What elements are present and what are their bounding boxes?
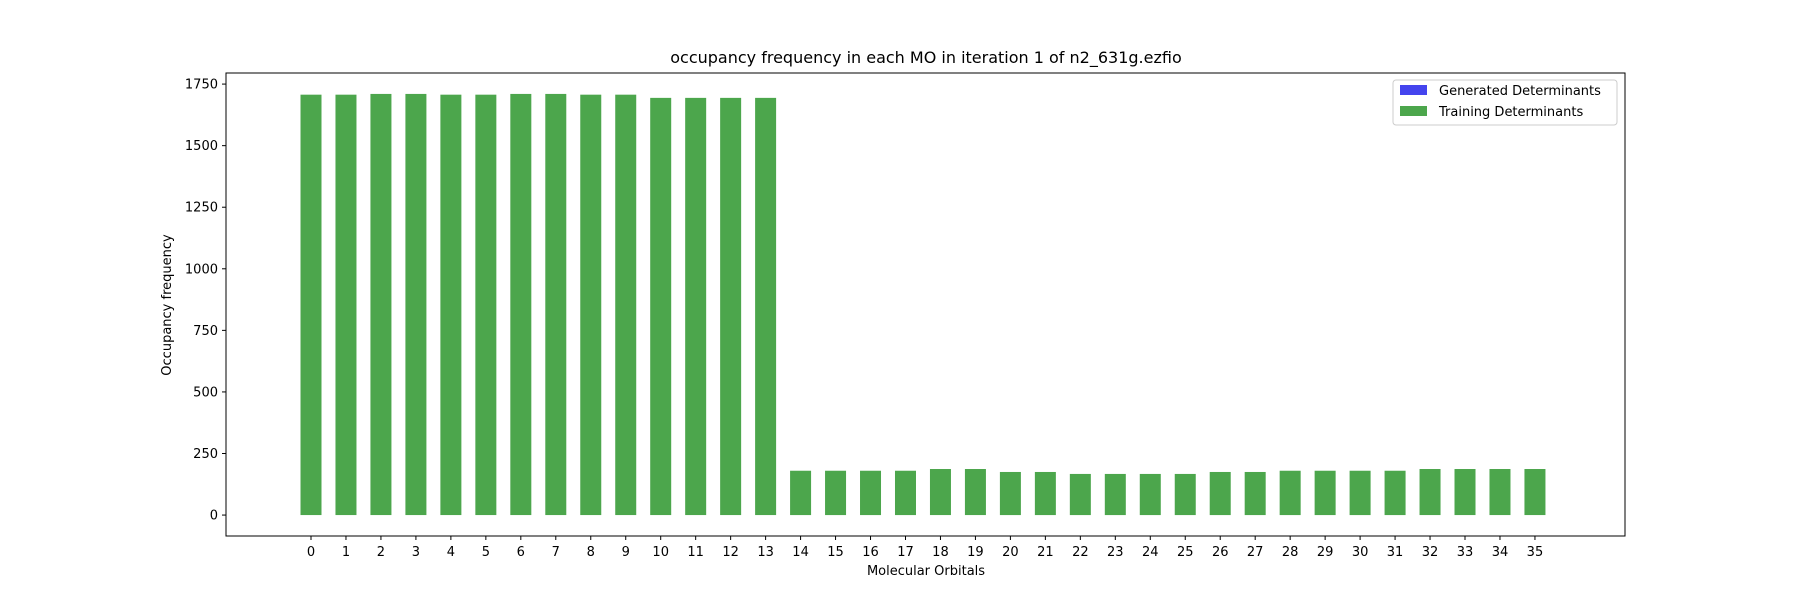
bar-training-15 <box>825 470 847 516</box>
bar-training-3 <box>405 93 427 516</box>
x-tick-label: 20 <box>1002 545 1019 560</box>
x-tick-label: 12 <box>722 545 739 560</box>
bar-training-22 <box>1069 473 1091 516</box>
legend-swatch-generated <box>1400 85 1427 95</box>
bar-training-32 <box>1419 469 1441 516</box>
x-tick-label: 23 <box>1107 545 1124 560</box>
x-tick-label: 1 <box>342 545 350 560</box>
x-tick-label: 34 <box>1492 545 1509 560</box>
x-tick-label: 6 <box>517 545 525 560</box>
bar-training-10 <box>650 97 672 516</box>
y-axis-ticks: 0 250 500 750 1000 1250 1500 1750 <box>185 78 226 524</box>
bar-training-24 <box>1139 473 1161 516</box>
bar-training-33 <box>1454 469 1476 516</box>
x-tick-label: 32 <box>1422 545 1439 560</box>
y-tick-label: 1250 <box>185 201 218 216</box>
x-tick-label: 29 <box>1317 545 1334 560</box>
x-tick-label: 14 <box>792 545 809 560</box>
x-tick-label: 11 <box>687 545 704 560</box>
x-tick-label: 4 <box>447 545 455 560</box>
y-tick-label: 1750 <box>185 78 218 93</box>
legend: Generated Determinants Training Determin… <box>1392 79 1618 126</box>
bar-training-31 <box>1384 470 1406 516</box>
legend-swatch-training <box>1400 106 1427 116</box>
x-tick-label: 3 <box>412 545 420 560</box>
y-tick-label: 750 <box>193 324 218 339</box>
y-tick-label: 1000 <box>185 262 218 277</box>
legend-label-generated: Generated Determinants <box>1439 84 1601 99</box>
bar-training-2 <box>370 93 392 516</box>
legend-frame <box>1392 79 1618 126</box>
x-tick-label: 10 <box>652 545 669 560</box>
bar-training-1 <box>335 94 357 516</box>
x-tick-label: 9 <box>622 545 630 560</box>
x-tick-label: 26 <box>1212 545 1229 560</box>
x-tick-label: 5 <box>482 545 490 560</box>
y-tick-label: 1500 <box>185 139 218 154</box>
x-tick-label: 2 <box>377 545 385 560</box>
bar-training-21 <box>1034 471 1056 516</box>
y-axis-label: Occupancy frequency <box>160 234 175 376</box>
bar-training-17 <box>894 470 916 516</box>
x-tick-label: 0 <box>307 545 315 560</box>
x-tick-label: 31 <box>1387 545 1404 560</box>
bar-training-6 <box>510 93 532 516</box>
bar-training-12 <box>720 97 742 516</box>
bar-training-7 <box>545 93 567 516</box>
x-tick-label: 28 <box>1282 545 1299 560</box>
x-tick-label: 16 <box>862 545 879 560</box>
y-tick-label: 0 <box>210 509 218 524</box>
legend-label-training: Training Determinants <box>1438 105 1583 120</box>
bar-training-28 <box>1279 470 1301 516</box>
bar-training-8 <box>580 94 602 516</box>
x-tick-label: 33 <box>1457 545 1474 560</box>
bar-training-29 <box>1314 470 1336 516</box>
bar-training-13 <box>755 97 777 516</box>
bar-training-25 <box>1174 473 1196 516</box>
bar-training-27 <box>1244 471 1266 516</box>
bar-training-34 <box>1489 469 1511 516</box>
x-tick-label: 30 <box>1352 545 1369 560</box>
x-tick-label: 35 <box>1527 545 1544 560</box>
x-tick-label: 8 <box>587 545 595 560</box>
x-tick-label: 21 <box>1037 545 1054 560</box>
bar-training-18 <box>929 469 951 516</box>
x-tick-label: 22 <box>1072 545 1089 560</box>
bar-training-35 <box>1524 469 1546 516</box>
plot-area-frame <box>225 72 1626 537</box>
x-tick-label: 19 <box>967 545 984 560</box>
bar-training-19 <box>964 469 986 516</box>
bar-training-16 <box>860 470 882 516</box>
bar-training-11 <box>685 97 707 516</box>
bar-training-0 <box>300 94 322 516</box>
x-tick-label: 27 <box>1247 545 1264 560</box>
x-axis-ticks: 0 1 2 3 4 5 6 7 8 9 10 11 12 13 14 15 16 17 18 19 20 21 22 23 24… <box>307 536 1543 560</box>
x-tick-label: 7 <box>552 545 560 560</box>
x-tick-label: 24 <box>1142 545 1159 560</box>
bar-training-9 <box>615 94 637 516</box>
bar-training-23 <box>1104 473 1126 516</box>
chart-title: occupancy frequency in each MO in iterat… <box>670 48 1181 68</box>
x-tick-label: 13 <box>757 545 774 560</box>
y-tick-label: 500 <box>193 385 218 400</box>
bar-training-26 <box>1209 471 1231 516</box>
x-tick-label: 18 <box>932 545 949 560</box>
x-tick-label: 25 <box>1177 545 1194 560</box>
x-tick-label: 17 <box>897 545 914 560</box>
bar-training-14 <box>790 470 812 516</box>
bar-training-30 <box>1349 470 1371 516</box>
y-tick-label: 250 <box>193 447 218 462</box>
x-axis-label: Molecular Orbitals <box>867 564 985 579</box>
bar-training-5 <box>475 94 497 516</box>
x-tick-label: 15 <box>827 545 844 560</box>
bar-training-20 <box>999 471 1021 516</box>
bar-layer <box>300 93 1546 516</box>
bar-training-4 <box>440 94 462 516</box>
